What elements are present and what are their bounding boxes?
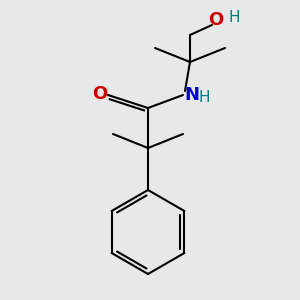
Text: H: H: [198, 91, 209, 106]
Text: O: O: [92, 85, 108, 103]
Text: H: H: [229, 11, 241, 26]
Text: O: O: [208, 11, 224, 29]
Text: N: N: [184, 86, 199, 104]
